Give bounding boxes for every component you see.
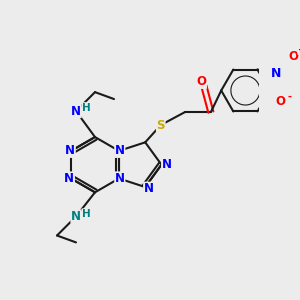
Text: H: H (82, 209, 91, 219)
Text: N: N (71, 210, 81, 223)
Text: N: N (71, 105, 81, 118)
Text: S: S (157, 118, 165, 132)
Text: N: N (115, 144, 125, 158)
Text: N: N (271, 68, 282, 80)
Text: +: + (298, 45, 300, 54)
Text: H: H (82, 103, 91, 113)
Text: N: N (162, 158, 172, 171)
Text: N: N (144, 182, 154, 195)
Text: -: - (287, 92, 291, 102)
Text: O: O (276, 95, 286, 108)
Text: O: O (289, 50, 299, 63)
Text: N: N (115, 172, 125, 185)
Text: O: O (196, 75, 206, 88)
Text: N: N (64, 172, 74, 185)
Text: N: N (65, 144, 75, 158)
